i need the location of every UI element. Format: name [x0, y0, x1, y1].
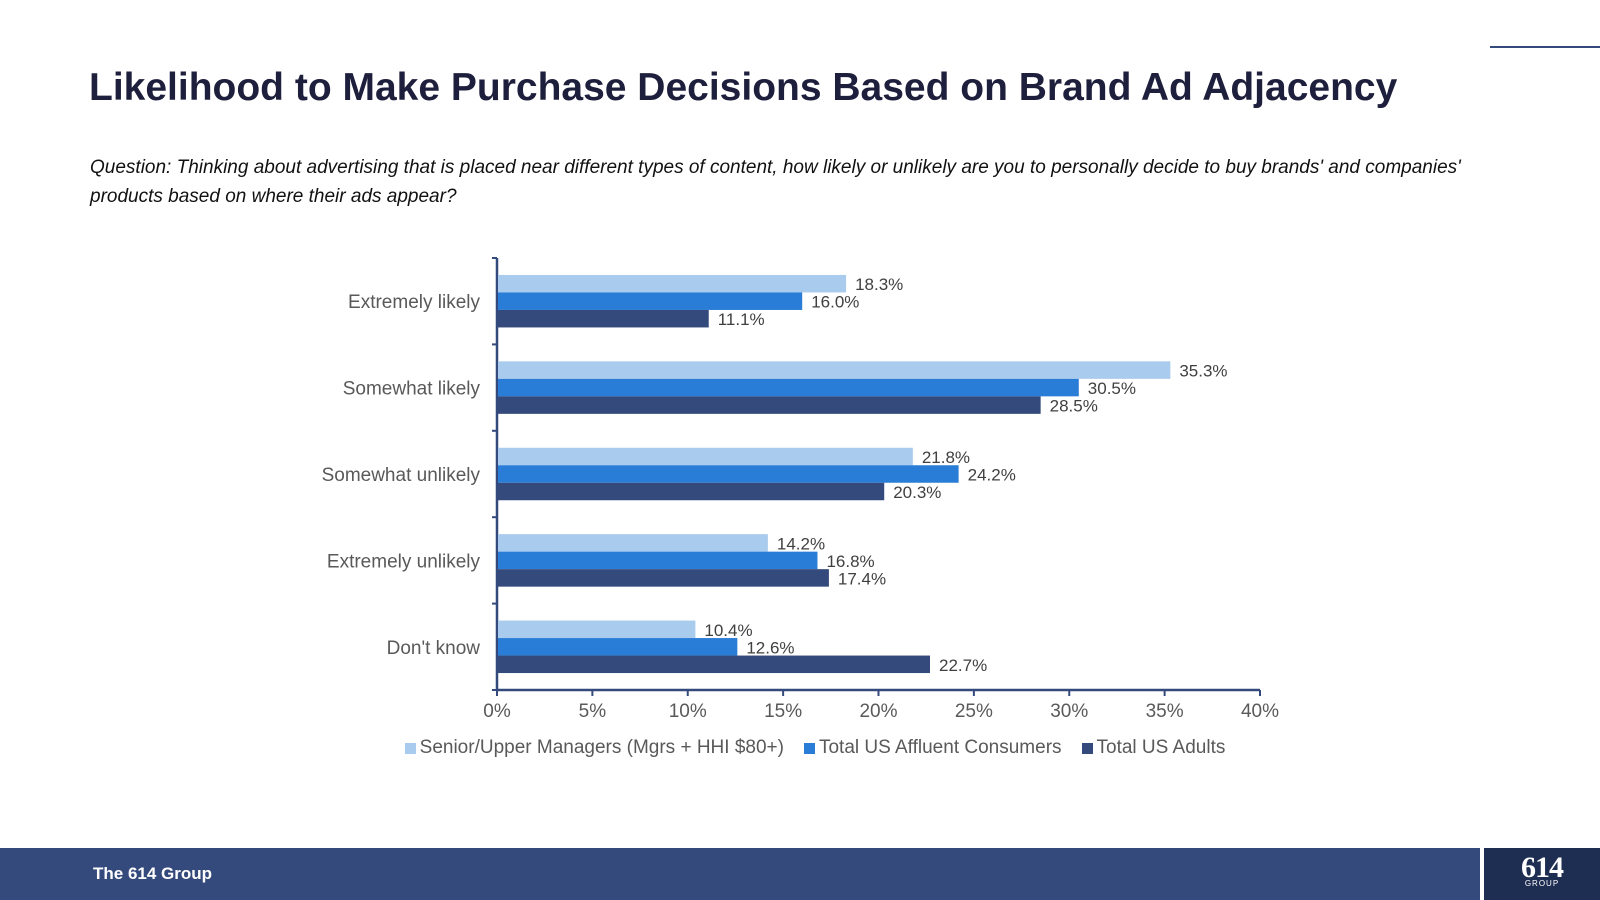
page-title: Likelihood to Make Purchase Decisions Ba…	[89, 66, 1398, 109]
x-tick-label: 30%	[1050, 701, 1088, 722]
x-tick-label: 10%	[669, 701, 707, 722]
logo-sub: GROUP	[1524, 879, 1560, 888]
bar	[498, 465, 959, 483]
bar	[498, 534, 768, 552]
legend-item: Senior/Upper Managers (Mgrs + HHI $80+)	[404, 737, 784, 759]
bar	[498, 309, 709, 328]
x-tick-label: 40%	[1241, 701, 1279, 722]
x-tick-label: 5%	[579, 701, 607, 722]
data-label: 20.3%	[893, 483, 941, 502]
data-label: 14.2%	[777, 534, 825, 553]
category-label: Extremely unlikely	[327, 551, 481, 572]
legend-swatch	[803, 742, 815, 754]
legend-label: Total US Affluent Consumers	[818, 737, 1062, 758]
footer-divider	[1480, 848, 1484, 900]
bar	[498, 569, 829, 587]
x-tick-label: 15%	[764, 701, 802, 722]
data-label: 28.5%	[1050, 397, 1098, 416]
bar	[498, 378, 1079, 397]
bar	[498, 551, 818, 570]
data-label: 35.3%	[1179, 362, 1227, 381]
data-label: 16.8%	[826, 552, 874, 571]
legend-item: Total US Adults	[1081, 737, 1226, 759]
legend-label: Senior/Upper Managers (Mgrs + HHI $80+)	[419, 737, 784, 758]
data-label: 21.8%	[922, 448, 970, 467]
category-label: Don't know	[387, 638, 481, 659]
legend-swatch	[1081, 742, 1093, 754]
data-label: 18.3%	[855, 275, 903, 294]
bar	[498, 655, 931, 674]
data-label: 24.2%	[968, 466, 1016, 485]
data-label: 17.4%	[838, 569, 886, 588]
bar	[498, 396, 1041, 414]
bar	[498, 274, 847, 293]
legend-swatch	[404, 742, 416, 754]
bar	[498, 620, 696, 639]
category-label: Somewhat likely	[343, 379, 481, 400]
category-label: Somewhat unlikely	[322, 465, 481, 486]
bar	[498, 361, 1171, 379]
legend-item: Total US Affluent Consumers	[803, 737, 1062, 759]
x-tick-label: 0%	[483, 701, 511, 722]
data-label: 16.0%	[811, 293, 859, 312]
top-rule	[1490, 46, 1600, 48]
x-tick-label: 25%	[955, 701, 993, 722]
company-logo: 614 GROUP	[1484, 848, 1600, 900]
logo-number: 614	[1521, 851, 1564, 884]
data-label: 10.4%	[704, 621, 752, 640]
data-label: 11.1%	[718, 310, 765, 329]
data-label: 30.5%	[1088, 379, 1136, 398]
bar	[498, 292, 803, 310]
footer-bar: The 614 Group	[0, 848, 1480, 900]
footer-company: The 614 Group	[93, 864, 213, 883]
bar	[498, 638, 738, 656]
data-label: 22.7%	[939, 656, 987, 675]
x-tick-label: 20%	[859, 701, 897, 722]
legend-label: Total US Adults	[1096, 737, 1226, 758]
x-tick-label: 35%	[1146, 701, 1184, 722]
survey-question: Question: Thinking about advertising tha…	[90, 157, 1461, 207]
bar	[498, 447, 913, 466]
chart-legend: Senior/Upper Managers (Mgrs + HHI $80+) T…	[0, 737, 1600, 759]
bar	[498, 482, 885, 501]
data-label: 12.6%	[746, 638, 794, 657]
category-label: Extremely likely	[348, 292, 480, 313]
